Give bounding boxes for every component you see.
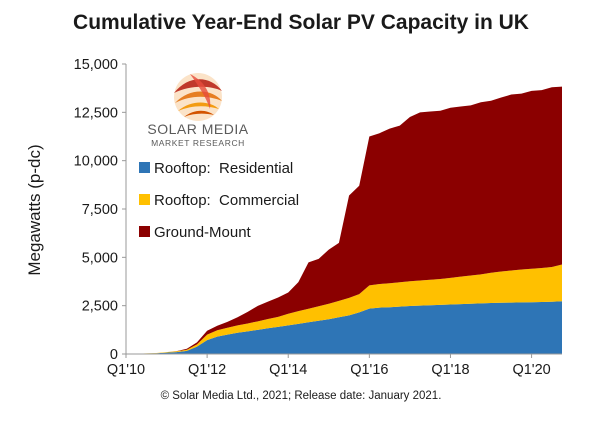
solar-media-logo: SOLAR MEDIA MARKET RESEARCH [147,73,248,148]
x-tick-labels: Q1'10 Q1'12 Q1'14 Q1'16 Q1'18 Q1'20 [107,354,551,378]
x-tick-label: Q1'12 [188,362,226,378]
x-tick-label: Q1'16 [350,362,388,378]
chart-legend: Rooftop: Residential Rooftop: Commercial G… [139,160,299,241]
y-tick-label: 0 [110,347,118,363]
x-tick-label: Q1'10 [107,362,145,378]
x-tick-label: Q1'20 [512,362,550,378]
y-tick-labels: 0 2,500 5,000 7,500 10,000 12,500 15,000 [74,57,126,363]
x-tick-label: Q1'18 [431,362,469,378]
logo-sphere-icon [174,73,222,121]
series-area-ground-mount [126,86,562,355]
logo-subtitle: MARKET RESEARCH [151,138,245,148]
chart-title: Cumulative Year-End Solar PV Capacity in… [73,11,529,34]
y-tick-label: 15,000 [74,57,118,73]
legend-swatch [139,194,150,205]
x-tick-label: Q1'14 [269,362,307,378]
y-tick-label: 10,000 [74,154,118,170]
y-tick-label: 12,500 [74,105,118,121]
legend-swatch [139,226,150,237]
legend-label: Rooftop: Residential [154,160,293,177]
legend-label: Rooftop: Commercial [154,192,299,209]
y-axis-label: Megawatts (p-dc) [25,144,44,275]
series-area-rooftop-commercial [126,264,562,354]
legend-label: Ground-Mount [154,224,252,241]
series-area-rooftop-residential [126,301,562,354]
logo-title: SOLAR MEDIA [147,121,248,137]
y-tick-label: 5,000 [82,250,118,266]
y-tick-label: 7,500 [82,202,118,218]
chart-area-layer [126,86,562,355]
footer-note: © Solar Media Ltd., 2021; Release date: … [160,390,442,402]
y-tick-label: 2,500 [82,299,118,315]
legend-swatch [139,162,150,173]
